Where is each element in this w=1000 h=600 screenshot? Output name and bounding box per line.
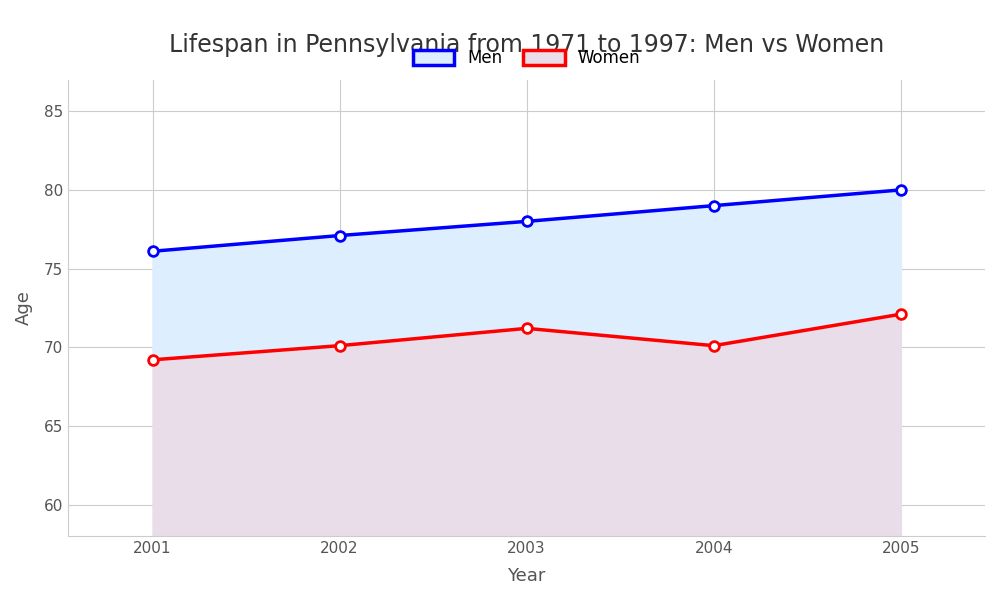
Women <box>708 342 720 349</box>
Men <box>521 218 533 225</box>
Line: Men: Men <box>148 185 906 256</box>
Title: Lifespan in Pennsylvania from 1971 to 1997: Men vs Women: Lifespan in Pennsylvania from 1971 to 19… <box>169 33 884 57</box>
Women <box>334 342 346 349</box>
Line: Women: Women <box>148 310 906 365</box>
Women <box>147 356 159 364</box>
X-axis label: Year: Year <box>507 567 546 585</box>
Women <box>895 311 907 318</box>
Legend: Men, Women: Men, Women <box>406 43 647 74</box>
Women <box>521 325 533 332</box>
Men <box>895 187 907 194</box>
Men <box>708 202 720 209</box>
Men <box>147 248 159 255</box>
Men <box>334 232 346 239</box>
Y-axis label: Age: Age <box>15 290 33 325</box>
